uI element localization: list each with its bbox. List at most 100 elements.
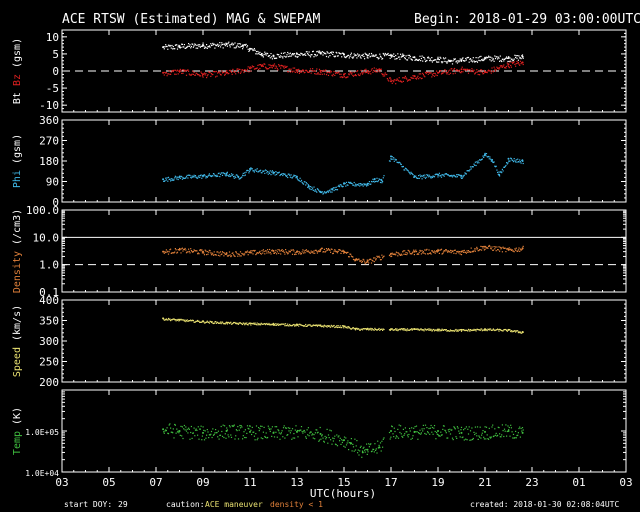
temp-point <box>251 433 253 436</box>
bt_bz-point <box>246 46 248 48</box>
bt_bz-point <box>472 61 474 63</box>
bt_bz-point <box>169 73 171 75</box>
phi-point <box>375 180 377 182</box>
speed-point <box>233 321 235 324</box>
temp-point <box>431 431 433 433</box>
temp-point <box>433 425 436 427</box>
phi-point <box>205 177 207 179</box>
bt_bz-point <box>226 45 228 47</box>
density-point <box>264 253 266 255</box>
density-point <box>427 253 429 255</box>
temp-point <box>271 435 273 437</box>
temp-point <box>239 424 241 427</box>
bt_bz-point <box>287 51 289 54</box>
phi-point <box>421 178 423 180</box>
phi-point <box>354 185 356 187</box>
speed-point <box>422 329 424 331</box>
temp-point <box>438 435 440 437</box>
density-point <box>503 247 506 249</box>
bt_bz-point <box>398 56 400 58</box>
bt_bz-point <box>327 52 329 54</box>
temp-point <box>446 437 448 439</box>
phi-point <box>445 173 447 175</box>
bt_bz-point <box>476 69 478 71</box>
bt_bz-point <box>316 73 318 75</box>
bt_bz-point <box>461 58 463 60</box>
bt_bz-point <box>404 77 406 79</box>
temp-point <box>466 439 468 441</box>
bt_bz-point <box>177 46 179 48</box>
temp-point <box>411 437 413 439</box>
bt_bz-point <box>447 70 449 72</box>
bt_bz-point <box>198 74 200 76</box>
speed-point <box>362 328 364 330</box>
temp-point <box>253 431 255 433</box>
density-point <box>208 251 210 253</box>
density-point <box>421 250 423 252</box>
density-data-point <box>460 250 463 253</box>
temp-point <box>415 431 417 433</box>
speed-point <box>373 329 375 331</box>
bt_bz-point <box>330 51 332 54</box>
density-point <box>503 247 505 249</box>
bt_bz-point <box>308 51 310 53</box>
bt_bz-point <box>317 50 319 52</box>
phi-point <box>165 179 167 181</box>
phi-point <box>370 183 372 185</box>
temp-point <box>208 434 210 436</box>
phi-point <box>209 174 211 177</box>
temp-point <box>503 428 506 430</box>
speed-point <box>492 329 494 331</box>
bt_bz-point <box>354 74 357 76</box>
temp-point <box>293 433 295 435</box>
temp-point <box>268 427 270 429</box>
temp-point <box>366 453 368 455</box>
density-point <box>262 249 264 251</box>
bt_bz-point <box>375 71 377 73</box>
density-point <box>276 253 278 255</box>
density-point <box>248 251 250 253</box>
bt_bz-point <box>283 67 285 69</box>
speed-point <box>374 327 376 329</box>
temp-point <box>219 434 222 436</box>
temp-point <box>476 426 479 428</box>
phi-point <box>289 174 291 176</box>
temp-point <box>335 444 337 446</box>
speed-point <box>298 323 300 325</box>
density-point <box>416 253 418 255</box>
temp-point <box>399 431 401 434</box>
temp-point <box>373 448 375 451</box>
bt_bz-point <box>519 57 521 59</box>
temp-point <box>172 432 174 434</box>
speed-point <box>345 326 347 329</box>
bt_bz-point <box>502 58 504 60</box>
temp-point <box>353 450 355 452</box>
density-point <box>164 251 166 253</box>
bt_bz-point <box>327 71 329 73</box>
bt_bz-point <box>478 59 480 61</box>
bt_bz-point <box>222 47 224 49</box>
bt_bz-point <box>242 70 244 72</box>
speed-point <box>476 328 479 330</box>
temp-point <box>436 433 438 435</box>
temp-point <box>281 430 283 432</box>
density-point <box>377 256 379 258</box>
density-point <box>309 252 312 254</box>
bt_bz-point <box>518 55 520 57</box>
bt_bz-point <box>192 43 194 45</box>
speed-point <box>326 326 328 328</box>
speed-point <box>301 324 303 327</box>
temp-point <box>352 446 355 448</box>
temp-point <box>333 437 335 440</box>
speed-point <box>246 324 249 326</box>
phi-point <box>406 169 408 171</box>
bt_bz-ylabel: Bt Bz (gsm) <box>12 38 23 104</box>
speed-point <box>497 329 499 331</box>
phi-point <box>452 175 454 177</box>
speed-point <box>352 327 355 329</box>
speed-point <box>431 330 433 332</box>
temp-point <box>370 451 373 453</box>
density-point <box>235 251 237 253</box>
density-point <box>413 249 415 251</box>
bt_bz-point <box>435 59 437 61</box>
